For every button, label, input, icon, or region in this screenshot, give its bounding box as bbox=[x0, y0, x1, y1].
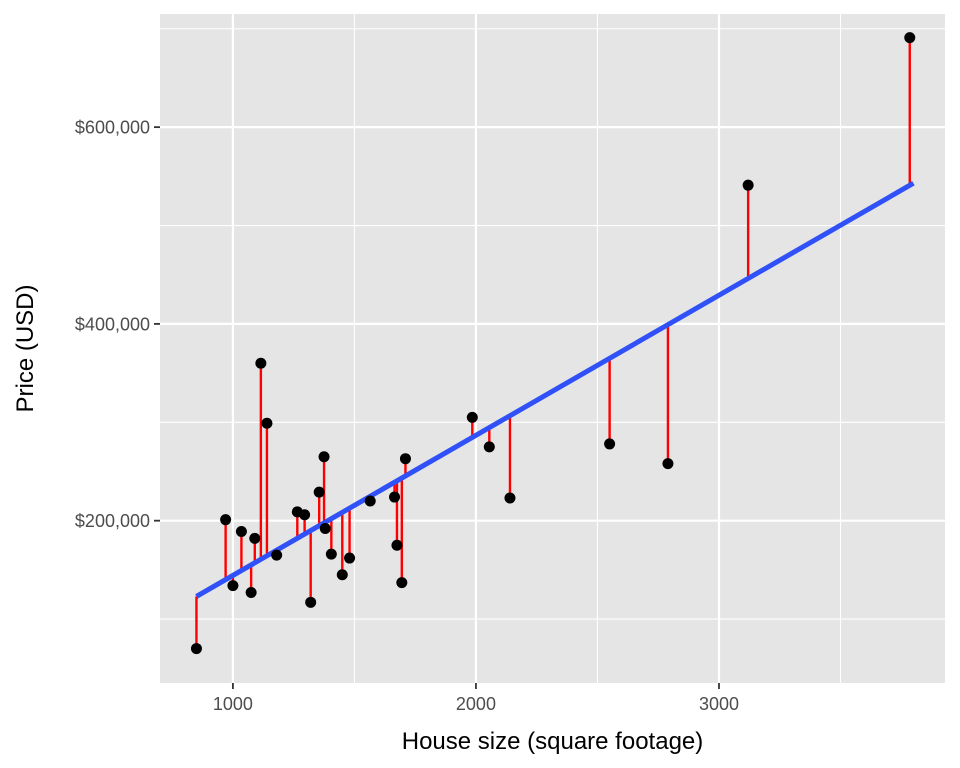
y-tick-label: $200,000 bbox=[75, 511, 150, 531]
x-axis-title: House size (square footage) bbox=[402, 728, 704, 755]
data-point bbox=[220, 514, 232, 526]
data-point bbox=[662, 458, 674, 470]
data-point bbox=[313, 486, 325, 498]
data-point bbox=[604, 438, 616, 450]
y-tick-label: $400,000 bbox=[75, 314, 150, 334]
residual-segments bbox=[195, 37, 911, 649]
data-point bbox=[305, 596, 317, 608]
x-axis-ticks: 1000 2000 3000 bbox=[213, 683, 739, 714]
y-axis-title: Price (USD) bbox=[12, 284, 39, 412]
data-point bbox=[255, 357, 267, 369]
data-point bbox=[389, 491, 401, 503]
data-point bbox=[249, 532, 261, 544]
fit-line bbox=[195, 181, 915, 599]
data-point bbox=[364, 495, 376, 507]
major-gridlines bbox=[160, 14, 945, 683]
data-point bbox=[344, 552, 356, 564]
data-point bbox=[261, 417, 273, 429]
x-tick-label: 1000 bbox=[213, 694, 253, 714]
data-point bbox=[336, 569, 348, 581]
y-axis-ticks: $200,000 $400,000 $600,000 bbox=[75, 118, 160, 531]
data-point bbox=[742, 179, 754, 191]
x-tick-label: 2000 bbox=[456, 694, 496, 714]
data-point bbox=[391, 539, 403, 551]
data-point bbox=[483, 441, 495, 453]
panel-background bbox=[160, 14, 945, 683]
data-points bbox=[190, 32, 916, 655]
data-point bbox=[399, 453, 411, 465]
data-point bbox=[235, 525, 247, 537]
data-point bbox=[299, 509, 311, 521]
x-tick-label: 3000 bbox=[699, 694, 739, 714]
data-point bbox=[319, 523, 331, 535]
data-point bbox=[466, 411, 478, 423]
data-point bbox=[245, 586, 257, 598]
data-point bbox=[190, 643, 202, 655]
data-point bbox=[318, 451, 330, 463]
data-point bbox=[325, 548, 337, 560]
data-point bbox=[396, 577, 408, 589]
data-point bbox=[271, 549, 283, 561]
y-tick-label: $600,000 bbox=[75, 118, 150, 138]
data-point bbox=[504, 492, 516, 504]
minor-gridlines bbox=[160, 14, 945, 683]
data-point bbox=[227, 580, 239, 592]
data-point bbox=[904, 32, 916, 44]
